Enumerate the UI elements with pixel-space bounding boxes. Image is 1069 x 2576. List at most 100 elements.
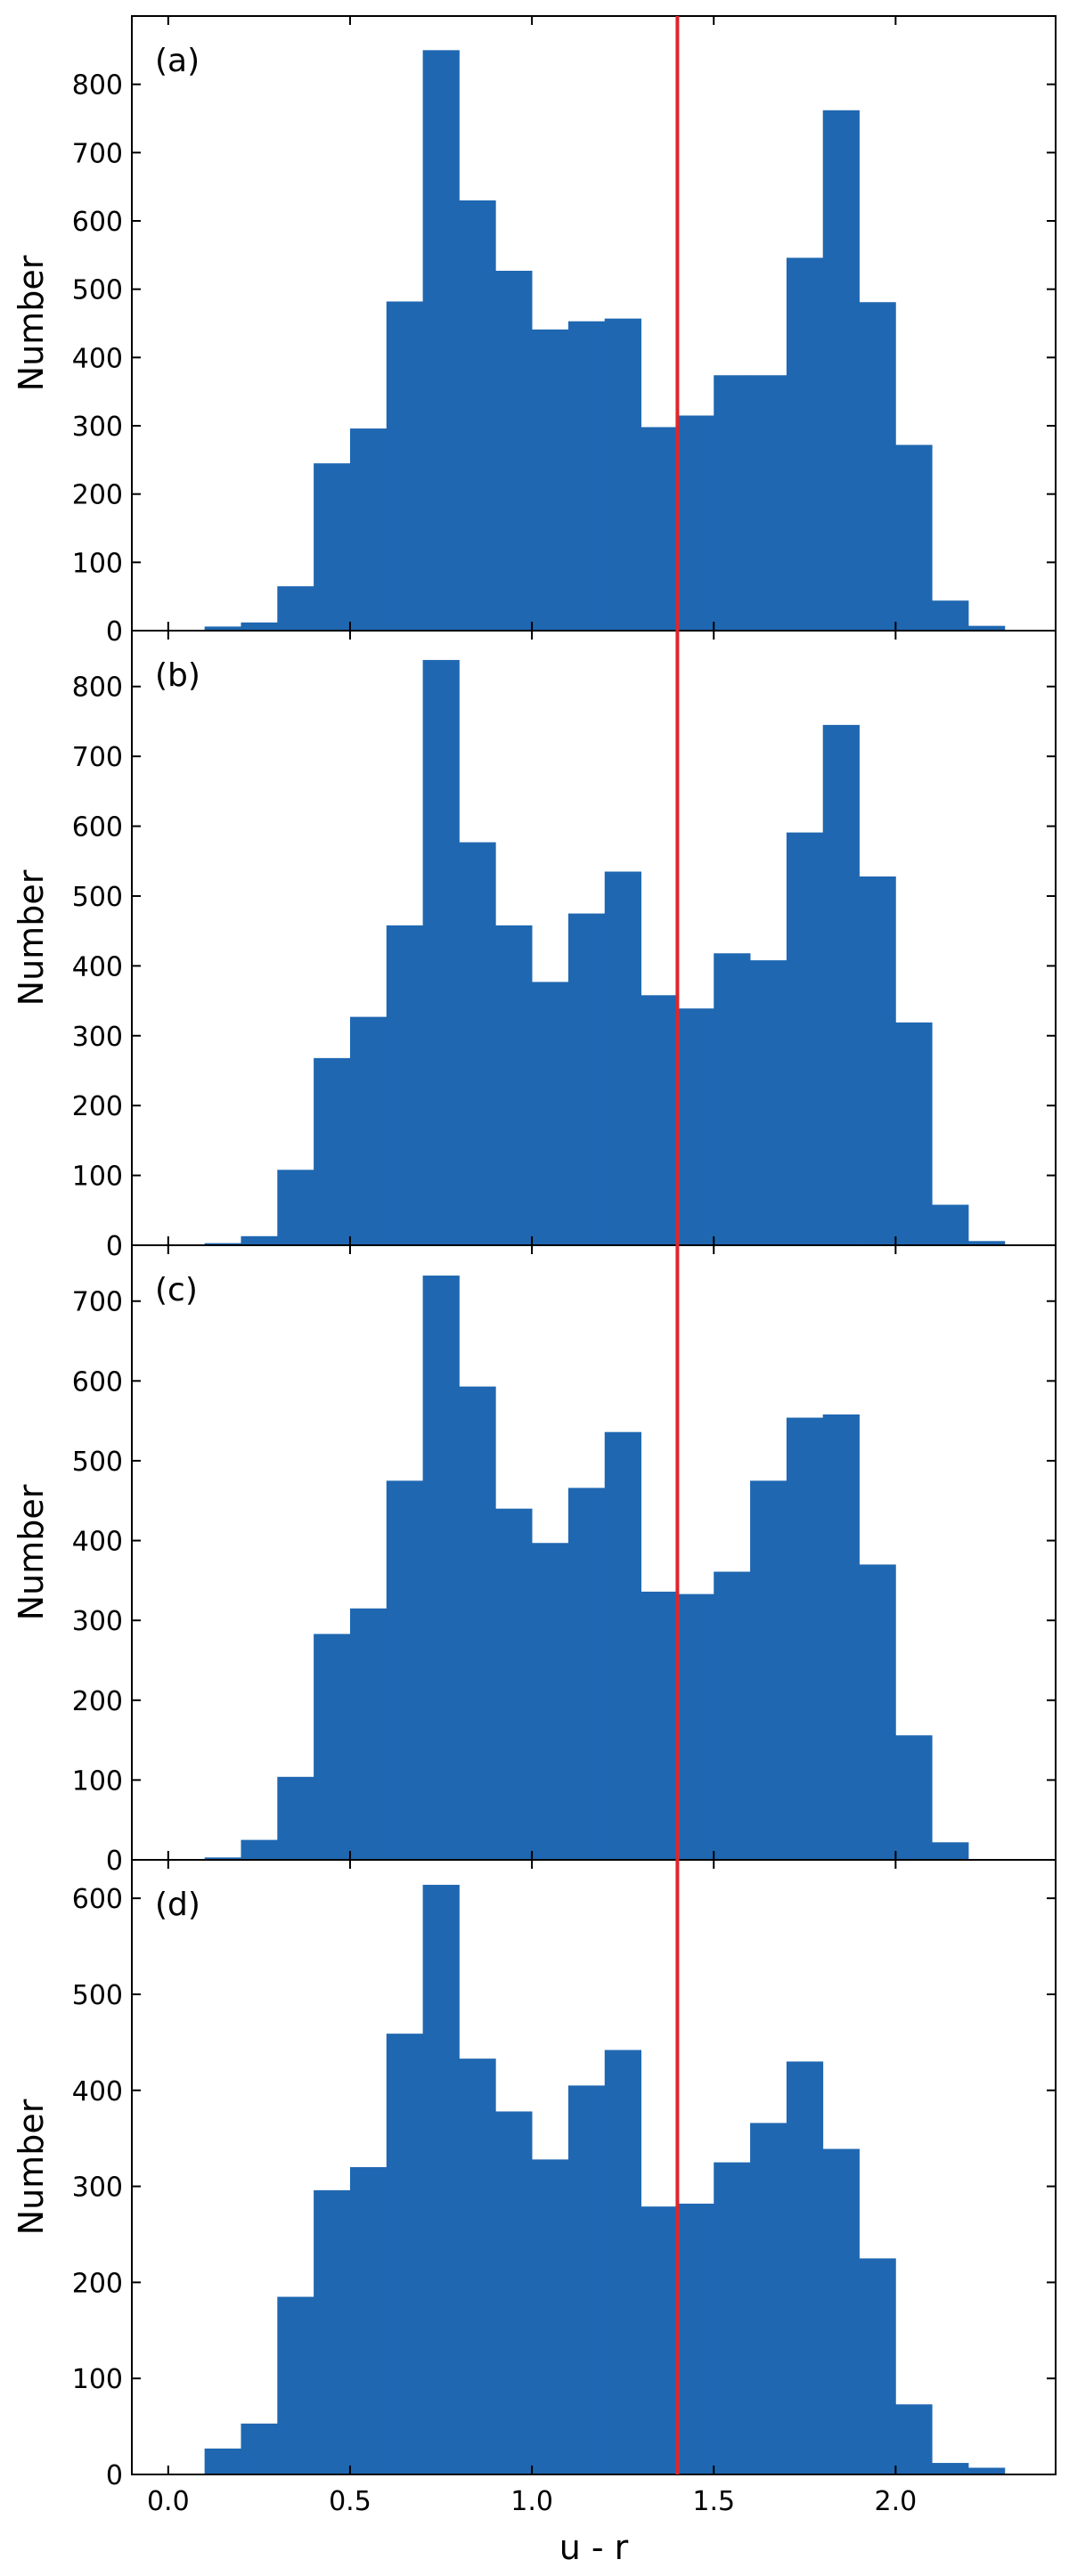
histogram-bar <box>241 2423 278 2474</box>
y-tick-label: 400 <box>72 343 123 374</box>
histogram-bar <box>495 925 533 1245</box>
histogram-bar <box>604 318 641 631</box>
y-axis-label: Number <box>12 2099 51 2235</box>
histogram-bar <box>786 2061 824 2474</box>
histogram-bar <box>495 270 533 631</box>
y-tick-label: 0 <box>106 1846 123 1877</box>
y-tick-label: 200 <box>72 2268 123 2299</box>
histogram-bar <box>459 200 496 631</box>
panels-group: 0 100 200 300 400 500 600 700 800 Number (a) 0 100 20… <box>12 15 1057 2517</box>
x-tick-label: 0.5 <box>329 2486 371 2517</box>
y-tick-label: 600 <box>72 207 123 238</box>
histogram-bar <box>750 1480 787 1860</box>
histogram-bar <box>386 301 424 631</box>
histogram-bar <box>822 724 860 1245</box>
histogram-bar <box>349 1608 388 1860</box>
histogram-bar <box>314 463 351 631</box>
y-tick-label: 500 <box>72 882 123 913</box>
histogram-bar <box>714 953 751 1245</box>
histogram-bar <box>604 1431 641 1860</box>
plot-frame <box>131 1859 1057 2475</box>
y-tick-label: 500 <box>72 275 123 306</box>
y-tick-label: 700 <box>72 742 123 773</box>
histogram-bar <box>314 1634 351 1860</box>
histogram-bar <box>895 444 933 631</box>
y-tick-label: 400 <box>72 1527 123 1558</box>
histogram-bar <box>677 415 714 631</box>
y-axis-label: Number <box>12 1484 51 1620</box>
histogram-bar <box>822 2148 860 2474</box>
histogram-bar <box>677 1594 714 1860</box>
histogram-bar <box>495 2111 533 2474</box>
histogram-bar <box>349 428 388 631</box>
panel-a: 0 100 200 300 400 500 600 700 800 Number (a) <box>12 15 1057 648</box>
histogram-bar <box>349 2167 388 2474</box>
histogram-bar <box>532 982 569 1245</box>
y-tick-label: 600 <box>72 1366 123 1398</box>
y-tick-label: 200 <box>72 480 123 511</box>
histogram-bar <box>750 2123 787 2474</box>
histogram-bar <box>386 2034 424 2474</box>
y-tick-label: 300 <box>72 1022 123 1053</box>
x-tick-label: 1.5 <box>692 2486 735 2517</box>
histogram-bar <box>786 257 824 631</box>
histogram-bar <box>241 1235 278 1245</box>
y-tick-label: 500 <box>72 1980 123 2011</box>
histogram-bar <box>459 1386 496 1860</box>
histogram-bar <box>604 871 641 1245</box>
histogram-bar <box>822 110 860 632</box>
histogram-bar <box>968 625 1006 631</box>
histogram-bar <box>932 1204 969 1245</box>
histogram-bar <box>641 1591 678 1860</box>
x-tick-label: 1.0 <box>510 2486 553 2517</box>
y-tick-label: 0 <box>106 2460 123 2491</box>
histogram-bar <box>932 2463 969 2474</box>
histogram-bar <box>859 2258 896 2474</box>
y-tick-label: 400 <box>72 2076 123 2107</box>
y-tick-label: 0 <box>106 616 123 648</box>
histogram-bar <box>204 626 241 631</box>
histogram-bar <box>314 2189 351 2475</box>
y-tick-label: 500 <box>72 1447 123 1478</box>
y-axis-label: Number <box>12 869 51 1006</box>
histogram-bar <box>386 1480 424 1860</box>
histogram-bar <box>277 2296 314 2474</box>
histogram-bar <box>859 1564 896 1860</box>
y-axis-label: Number <box>12 255 51 391</box>
histogram-bar <box>604 2050 641 2474</box>
histogram-bar <box>422 659 460 1245</box>
panel-label: (c) <box>155 1272 198 1308</box>
histogram-bar <box>859 876 896 1245</box>
y-tick-label: 100 <box>72 548 123 579</box>
y-tick-label: 400 <box>72 951 123 982</box>
histogram-bar <box>422 1276 460 1860</box>
histogram-bar <box>750 960 787 1245</box>
y-tick-label: 100 <box>72 1765 123 1797</box>
histogram-bar <box>314 1057 351 1245</box>
histogram-bar <box>567 2085 606 2474</box>
histogram-bar <box>459 842 496 1245</box>
histogram-bar <box>641 2206 678 2474</box>
panel-b: 0 100 200 300 400 500 600 700 800 Number (b) <box>12 630 1057 1262</box>
histogram-bar <box>677 1008 714 1245</box>
panel-c: 0 100 200 300 400 500 600 700 Number (c) <box>12 1244 1057 1877</box>
histogram-bar <box>714 1571 751 1860</box>
histogram-bar <box>277 1170 314 1245</box>
histogram-bar <box>895 1735 933 1860</box>
x-tick-label: 2.0 <box>875 2486 918 2517</box>
y-tick-label: 200 <box>72 1091 123 1122</box>
histogram-bar <box>895 1022 933 1246</box>
histogram-bar <box>968 1241 1006 1245</box>
histogram-bar <box>532 1543 569 1860</box>
histogram-bar <box>532 2159 569 2475</box>
histogram-bar <box>786 832 824 1245</box>
histogram-bar <box>932 600 969 631</box>
x-tick-label: 0.0 <box>147 2486 190 2517</box>
panel-d: 0 100 200 300 400 500 600 0.0 0.5 1.0 1.5 2.0 Number… <box>12 1859 1057 2517</box>
y-tick-label: 300 <box>72 1606 123 1637</box>
y-tick-label: 700 <box>72 1287 123 1318</box>
histogram-bar <box>277 586 314 631</box>
histogram-bar <box>422 1885 460 2474</box>
histogram-bar <box>532 329 569 631</box>
y-tick-label: 100 <box>72 1162 123 1193</box>
